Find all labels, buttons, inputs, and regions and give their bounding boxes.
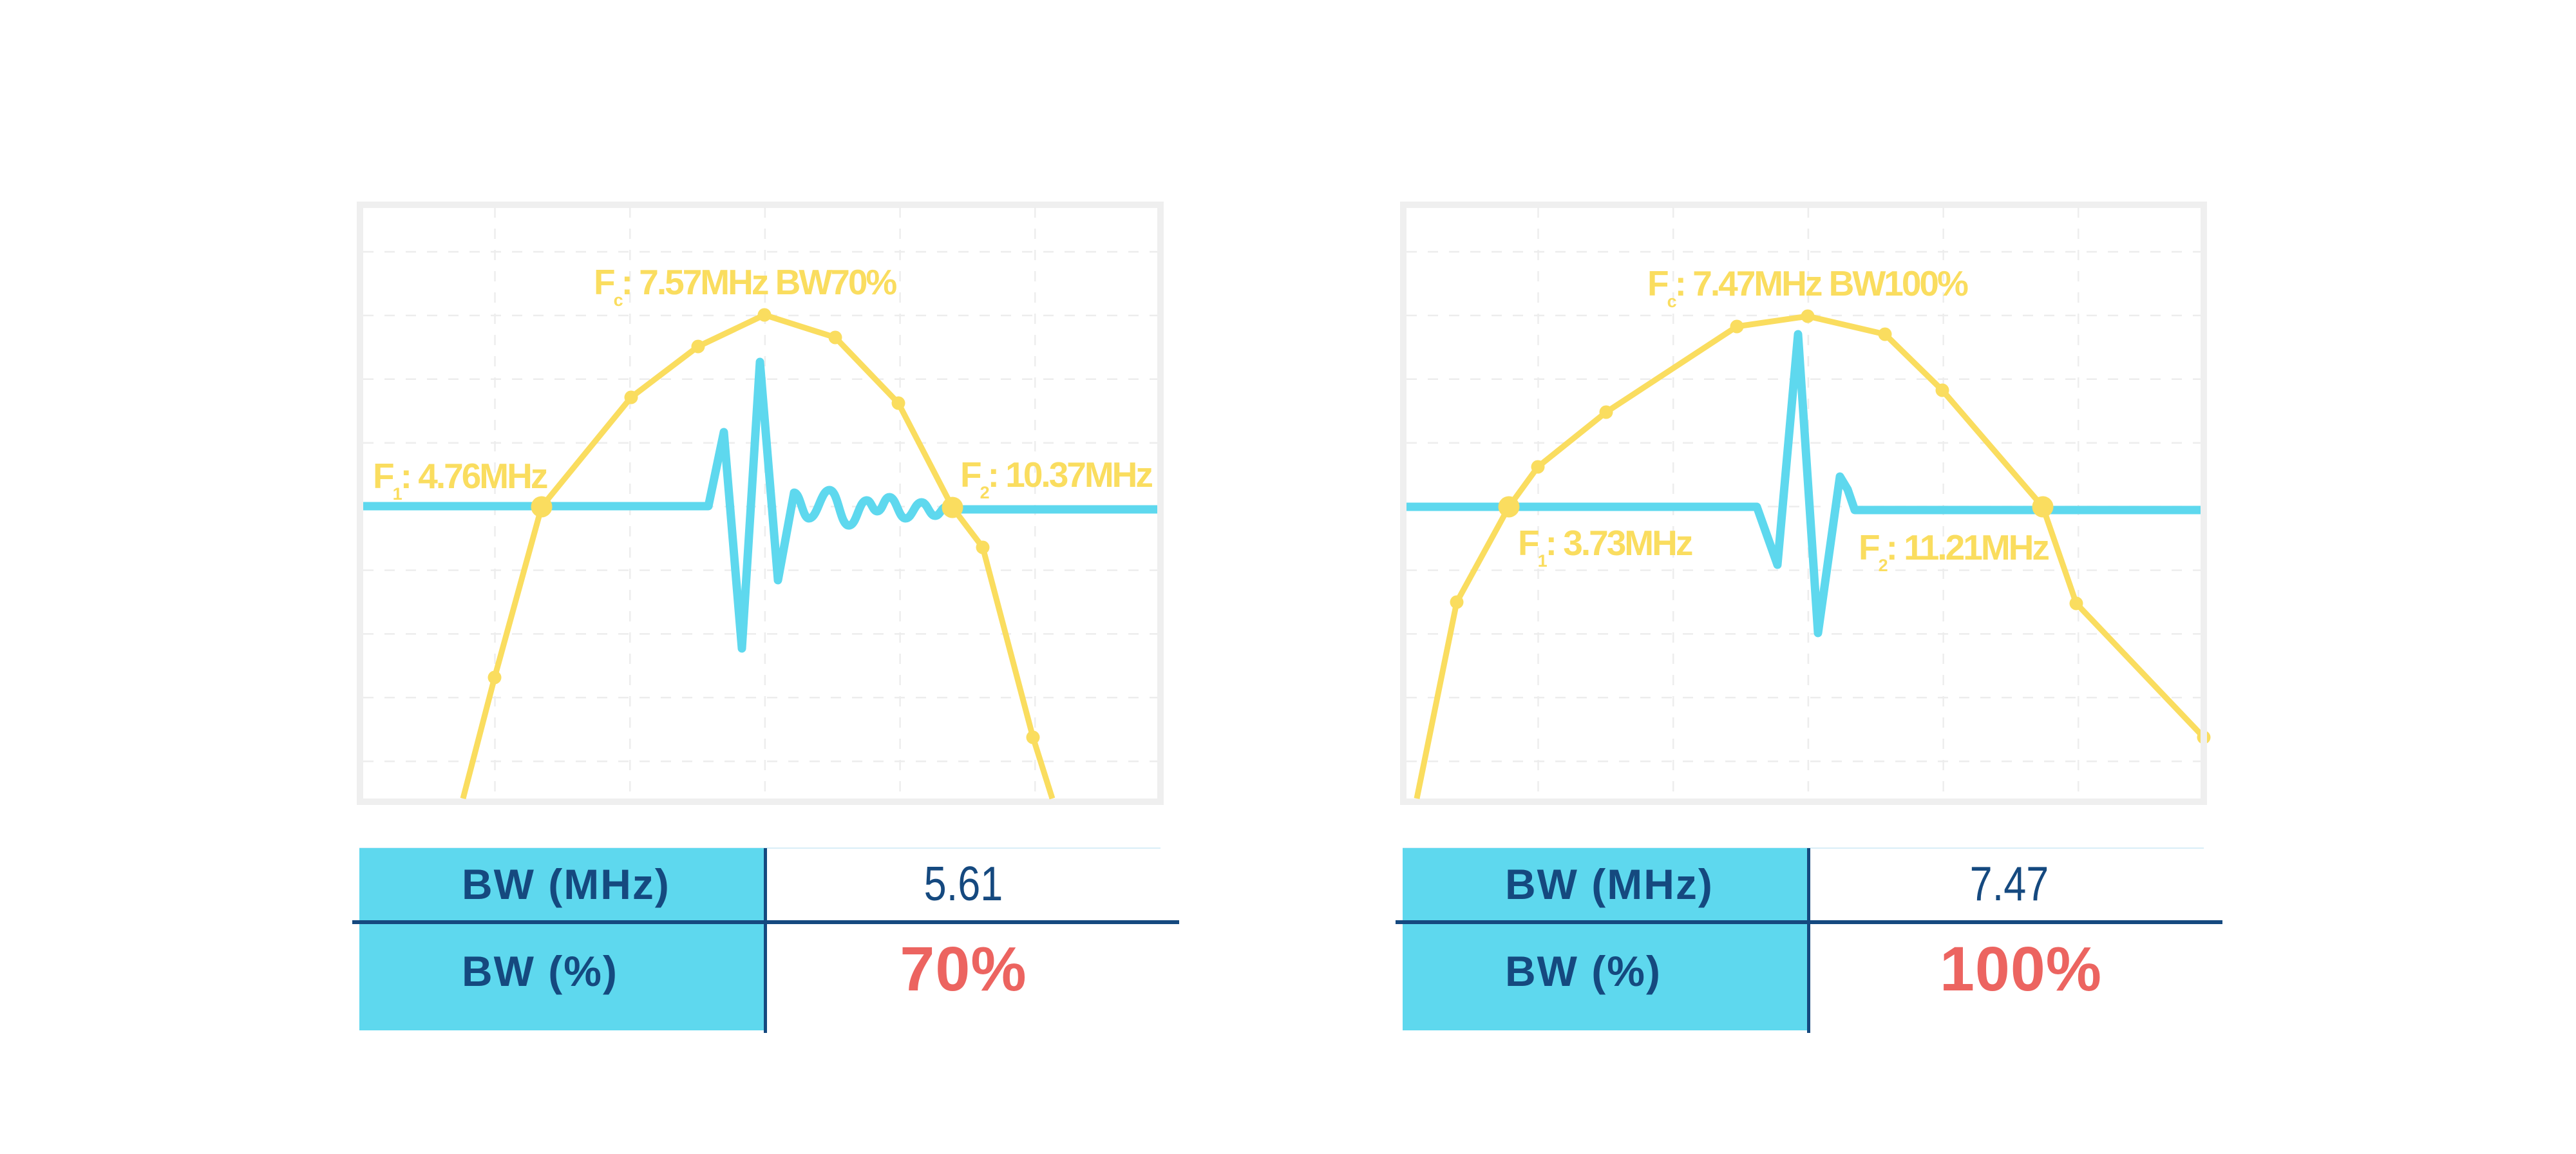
svg-text:Fc: 7.57MHz BW70%: Fc: 7.57MHz BW70% xyxy=(594,262,896,310)
svg-text:F1: 4.76MHz: F1: 4.76MHz xyxy=(373,456,547,504)
svg-text:F2: 11.21MHz: F2: 11.21MHz xyxy=(1859,527,2049,575)
svg-text:Fc: 7.47MHz BW100%: Fc: 7.47MHz BW100% xyxy=(1647,263,1968,311)
svg-text:F2: 10.37MHz: F2: 10.37MHz xyxy=(960,455,1152,502)
svg-text:F1: 3.73MHz: F1: 3.73MHz xyxy=(1518,523,1692,571)
